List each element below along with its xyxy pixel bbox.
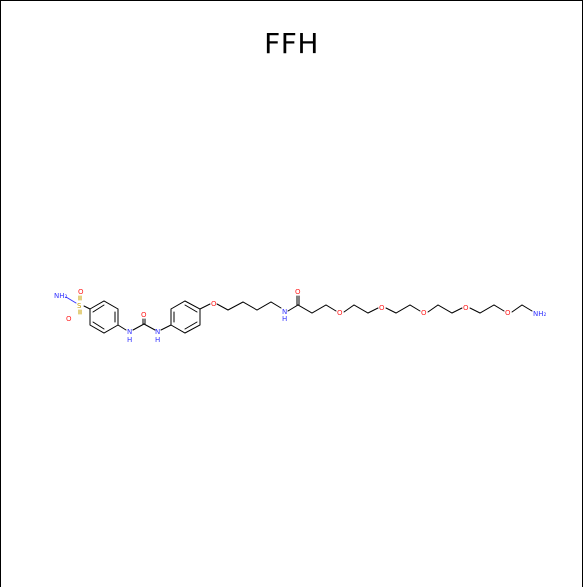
bond [160,324,172,331]
bonds [65,295,533,334]
bond [132,323,145,331]
atom-h-urea-2: H [155,336,160,344]
atom-o-urea: O [141,311,147,319]
atom-o-sulfonyl-bottom: O [66,315,72,323]
bond [92,321,105,330]
bond [65,296,77,304]
atom-n-urea-2: N [155,328,160,336]
peg-segment-3 [427,304,463,314]
peg-segment-4 [469,304,505,314]
bond [184,304,198,313]
atom-o-peg-4: O [463,304,469,312]
bond [92,304,105,313]
bond [117,324,127,331]
bond [143,323,156,331]
atom-n-urea-1: N [127,328,132,336]
peg-segment-2 [385,304,421,314]
atom-n-amide: N [282,308,287,316]
bond [83,305,91,310]
atom-sulfur: S [77,302,82,310]
amide-chain [287,304,337,314]
atom-labels: NH₂ S O O N H O N H O N H O O O O O O NH… [54,288,547,344]
atom-o-sulfonyl-top: O [78,288,84,296]
atom-h-amide: H [282,315,287,323]
bond [184,321,198,330]
atom-o-peg-5: O [505,309,511,317]
benzene-ring-1 [89,300,119,334]
atom-o-peg-1: O [337,309,343,317]
atom-o-amide: O [295,288,301,296]
atom-nh2-terminal: NH₂ [533,310,547,318]
peg-segment-5 [511,304,533,313]
atom-o-peg-3: O [421,309,427,317]
atom-o-peg-2: O [379,304,385,312]
bond [199,303,211,310]
atom-nh2-sulfonamide: NH₂ [54,292,68,300]
butyl-chain [216,301,282,311]
atom-o-phenyl-ether: O [211,300,217,308]
figure-title: FFH [264,27,319,60]
atom-h-urea-1: H [127,336,132,344]
peg-segment-1 [343,304,379,314]
